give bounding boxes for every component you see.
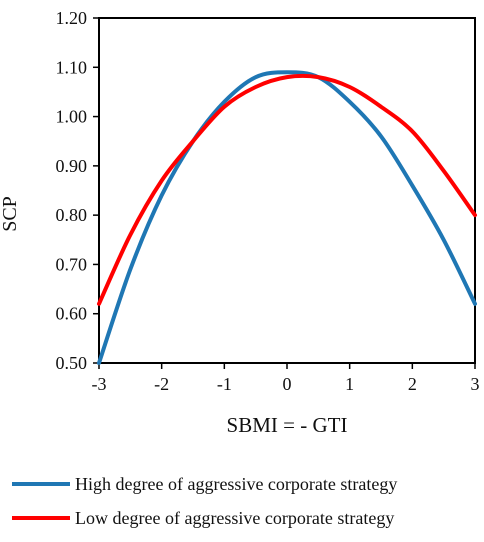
x-tick-label: -1: [217, 374, 232, 394]
series-line-low: [97, 73, 477, 306]
legend-label: Low degree of aggressive corporate strat…: [75, 508, 394, 528]
y-tick-label: 1.20: [56, 8, 88, 28]
x-tick-label: 0: [283, 374, 292, 394]
y-tick-label: 0.50: [56, 353, 88, 373]
y-tick-label: 1.10: [56, 57, 88, 77]
x-tick-label: -3: [92, 374, 107, 394]
series-line-high: [97, 70, 477, 365]
x-tick-label: 3: [471, 374, 480, 394]
y-axis-label: SCP: [0, 196, 21, 232]
x-tick-label: 2: [408, 374, 417, 394]
y-tick-label: 1.00: [56, 107, 88, 127]
y-tick-label: 0.70: [56, 254, 88, 274]
y-tick-label: 0.60: [56, 304, 88, 324]
x-tick-label: 1: [345, 374, 354, 394]
x-axis-label: SBMI = - GTI: [227, 413, 348, 437]
legend: High degree of aggressive corporate stra…: [12, 474, 397, 528]
y-tick-label: 0.90: [56, 156, 88, 176]
y-tick-label: 0.80: [56, 205, 88, 225]
legend-label: High degree of aggressive corporate stra…: [75, 474, 397, 494]
x-tick-label: -2: [154, 374, 169, 394]
